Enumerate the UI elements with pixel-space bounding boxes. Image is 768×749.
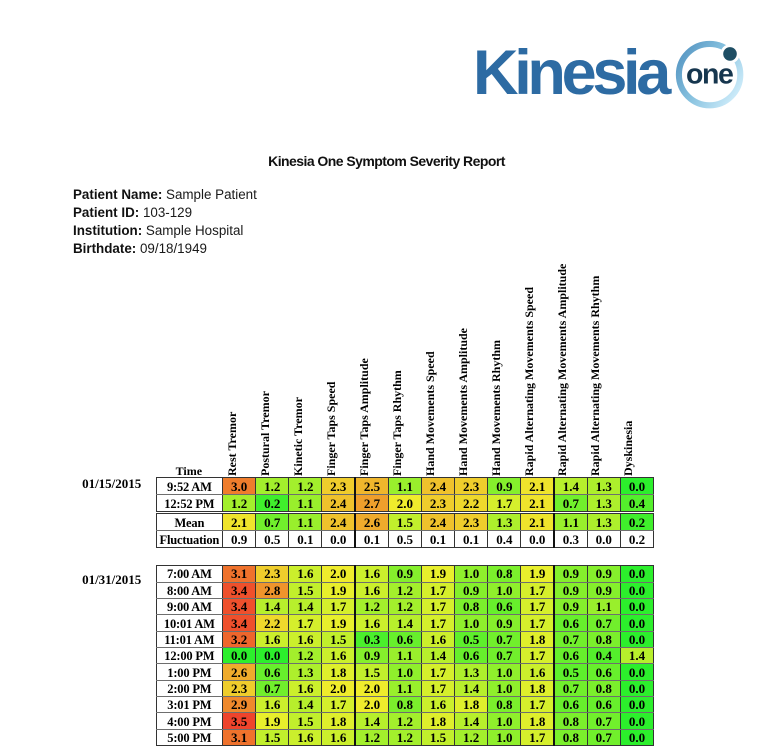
svg-text:one: one: [686, 58, 733, 90]
